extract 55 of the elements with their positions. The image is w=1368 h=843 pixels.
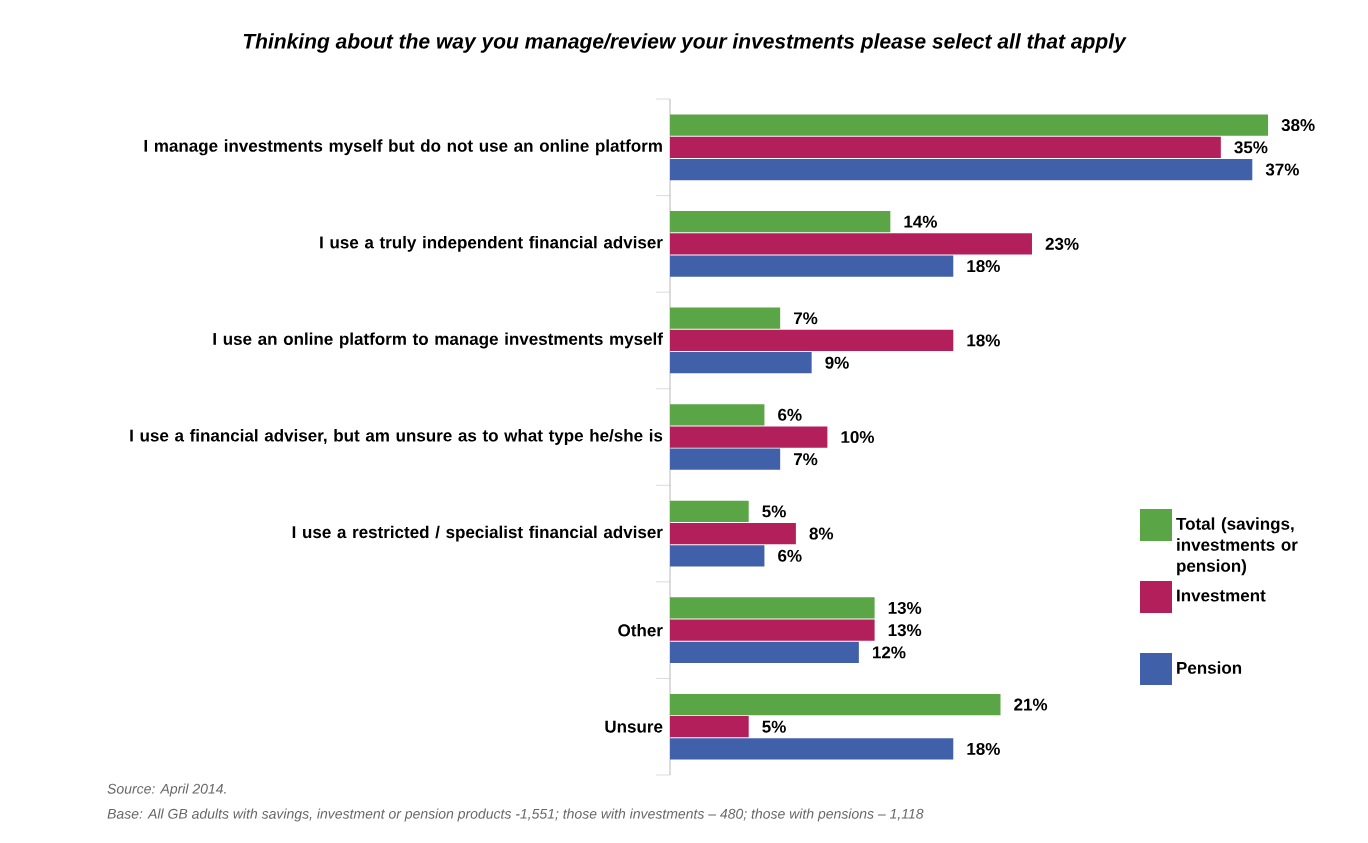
bar (670, 641, 859, 663)
bar (670, 158, 1253, 181)
legend-label: Total (savings, investments or pension) (1176, 517, 1298, 576)
data-label: 5% (762, 505, 786, 518)
data-label: 18% (967, 260, 1000, 273)
bar (670, 522, 796, 545)
y-tick-label: I use a restricted / specialist financial adviser (292, 525, 663, 542)
data-label: 18% (967, 334, 1000, 347)
data-label: 37% (1265, 163, 1299, 176)
bar (670, 114, 1269, 136)
data-label: 8% (809, 527, 834, 540)
data-label: 23% (1045, 237, 1079, 250)
source-note: Source: April 2014. (107, 783, 226, 797)
bar (670, 307, 781, 329)
y-tick-label: I use a truly independent financial adviser (320, 235, 663, 252)
chart-title: Thinking about the way you manage/review your investments please select all that apply (243, 33, 1127, 53)
data-label: 6% (778, 549, 802, 562)
data-label: 13% (888, 624, 922, 637)
bar (670, 448, 781, 470)
data-label: 6% (778, 408, 802, 421)
bar (670, 597, 875, 619)
y-tick-label: Other (618, 623, 663, 637)
bar (670, 545, 765, 567)
bar (670, 136, 1221, 158)
bar (670, 352, 812, 374)
y-tick-label: I manage investments myself but do not use an online platform (144, 139, 662, 156)
data-label: 13% (888, 601, 922, 614)
y-tick-label: I use an online platform to manage investments myself (213, 332, 663, 349)
bar (670, 255, 954, 277)
y-tick-label: I use a financial adviser, but am unsure as to what type he/she is (130, 429, 663, 445)
bar (670, 619, 875, 641)
text: Base: All GB adults with savings, investment or pension products -1,551; those with investments – 480; those with pensions – 1,118 (107, 808, 924, 822)
legend-label: Investment (1177, 589, 1266, 602)
data-label: 18% (967, 742, 1000, 755)
bar (670, 500, 749, 522)
data-label: 14% (904, 215, 937, 228)
bar (670, 404, 765, 426)
data-label: 7% (793, 312, 818, 325)
data-label: 38% (1281, 119, 1315, 132)
bar (670, 693, 1001, 716)
bar (670, 716, 749, 738)
data-label: 12% (872, 646, 906, 659)
bar (670, 329, 954, 352)
data-label: 10% (841, 431, 875, 444)
data-label: 35% (1234, 141, 1268, 154)
bar (670, 233, 1032, 255)
data-label: 7% (793, 453, 818, 466)
bar (670, 738, 954, 760)
data-label: 21% (1014, 698, 1048, 711)
data-label: 5% (762, 720, 786, 733)
bar (670, 211, 891, 233)
legend-label: Pension (1177, 661, 1242, 674)
bar (670, 426, 828, 448)
data-label: 9% (825, 356, 849, 369)
y-tick-label: Unsure (605, 720, 663, 733)
